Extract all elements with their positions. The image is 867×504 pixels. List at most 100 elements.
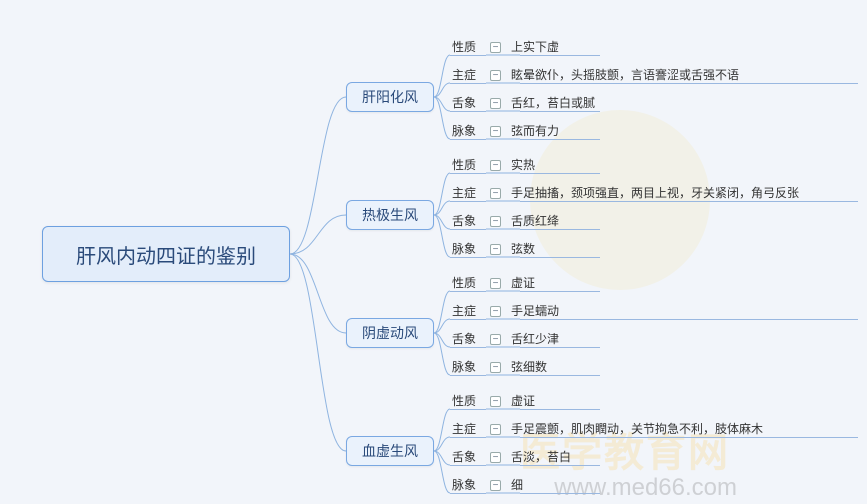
collapse-icon[interactable]: − <box>490 42 501 53</box>
underline <box>520 409 600 410</box>
underline <box>520 201 858 202</box>
collapse-icon[interactable]: − <box>490 362 501 373</box>
underline <box>520 493 600 494</box>
underline <box>450 55 486 56</box>
attr-key: 性质 <box>452 392 484 409</box>
collapse-icon[interactable]: − <box>490 70 501 81</box>
underline <box>520 257 600 258</box>
underline <box>450 465 486 466</box>
attr-value: 实热 <box>511 158 535 172</box>
branch-label: 阴虚动风 <box>362 323 418 343</box>
attr-key: 主症 <box>452 302 484 319</box>
watermark-url: www.med66.com <box>554 474 737 502</box>
attr-value: 弦数 <box>511 242 535 256</box>
collapse-icon[interactable]: − <box>490 216 501 227</box>
collapse-icon[interactable]: − <box>490 452 501 463</box>
attr-row: 脉象−弦数 <box>452 240 535 257</box>
underline <box>450 375 486 376</box>
underline <box>450 139 486 140</box>
underline <box>450 201 486 202</box>
attr-value: 舌淡，苔白 <box>511 450 571 464</box>
attr-value: 上实下虚 <box>511 40 559 54</box>
attr-key: 舌象 <box>452 448 484 465</box>
attr-value: 舌质红绛 <box>511 214 559 228</box>
branch-label: 血虚生风 <box>362 441 418 461</box>
attr-row: 主症−手足抽搐，颈项强直，两目上视，牙关紧闭，角弓反张 <box>452 184 799 201</box>
branch-node[interactable]: 热极生风 <box>346 200 434 230</box>
attr-row: 性质−上实下虚 <box>452 38 559 55</box>
underline <box>520 437 858 438</box>
underline <box>450 83 486 84</box>
attr-row: 脉象−弦而有力 <box>452 122 559 139</box>
underline <box>450 173 486 174</box>
collapse-icon[interactable]: − <box>490 98 501 109</box>
attr-value: 手足震颤，肌肉瞤动，关节拘急不利，肢体麻木 <box>511 422 763 436</box>
attr-key: 性质 <box>452 38 484 55</box>
underline <box>450 409 486 410</box>
attr-value: 眩晕欲仆，头摇肢颤，言语謇涩或舌强不语 <box>511 68 739 82</box>
attr-key: 舌象 <box>452 94 484 111</box>
branch-node[interactable]: 肝阳化风 <box>346 82 434 112</box>
collapse-icon[interactable]: − <box>490 244 501 255</box>
root-node[interactable]: 肝风内动四证的鉴别 <box>42 226 290 282</box>
attr-key: 舌象 <box>452 212 484 229</box>
branch-label: 肝阳化风 <box>362 87 418 107</box>
collapse-icon[interactable]: − <box>490 188 501 199</box>
underline <box>520 465 600 466</box>
attr-value: 虚证 <box>511 276 535 290</box>
attr-key: 性质 <box>452 274 484 291</box>
underline <box>450 229 486 230</box>
underline <box>450 111 486 112</box>
underline <box>520 319 858 320</box>
collapse-icon[interactable]: − <box>490 480 501 491</box>
attr-row: 主症−手足蠕动 <box>452 302 559 319</box>
attr-key: 脉象 <box>452 476 484 493</box>
attr-row: 主症−眩晕欲仆，头摇肢颤，言语謇涩或舌强不语 <box>452 66 739 83</box>
attr-row: 舌象−舌淡，苔白 <box>452 448 571 465</box>
attr-value: 手足抽搐，颈项强直，两目上视，牙关紧闭，角弓反张 <box>511 186 799 200</box>
attr-row: 舌象−舌红，苔白或腻 <box>452 94 595 111</box>
collapse-icon[interactable]: − <box>490 334 501 345</box>
collapse-icon[interactable]: − <box>490 306 501 317</box>
attr-key: 脉象 <box>452 358 484 375</box>
underline <box>520 173 600 174</box>
underline <box>520 83 858 84</box>
underline <box>450 493 486 494</box>
attr-row: 舌象−舌红少津 <box>452 330 559 347</box>
attr-row: 脉象−弦细数 <box>452 358 547 375</box>
attr-key: 性质 <box>452 156 484 173</box>
attr-value: 虚证 <box>511 394 535 408</box>
attr-key: 主症 <box>452 184 484 201</box>
attr-key: 主症 <box>452 420 484 437</box>
attr-row: 性质−实热 <box>452 156 535 173</box>
underline <box>520 375 600 376</box>
underline <box>520 55 600 56</box>
underline <box>520 291 600 292</box>
attr-value: 细 <box>511 478 523 492</box>
attr-key: 主症 <box>452 66 484 83</box>
branch-node[interactable]: 血虚生风 <box>346 436 434 466</box>
attr-row: 主症−手足震颤，肌肉瞤动，关节拘急不利，肢体麻木 <box>452 420 763 437</box>
root-label: 肝风内动四证的鉴别 <box>76 240 256 269</box>
underline <box>450 291 486 292</box>
attr-value: 弦细数 <box>511 360 547 374</box>
attr-value: 舌红，苔白或腻 <box>511 96 595 110</box>
branch-node[interactable]: 阴虚动风 <box>346 318 434 348</box>
branch-label: 热极生风 <box>362 205 418 225</box>
collapse-icon[interactable]: − <box>490 160 501 171</box>
underline <box>520 347 600 348</box>
underline <box>450 437 486 438</box>
collapse-icon[interactable]: − <box>490 278 501 289</box>
attr-row: 舌象−舌质红绛 <box>452 212 559 229</box>
collapse-icon[interactable]: − <box>490 424 501 435</box>
underline <box>520 111 600 112</box>
underline <box>450 319 486 320</box>
collapse-icon[interactable]: − <box>490 396 501 407</box>
underline <box>450 257 486 258</box>
attr-key: 脉象 <box>452 122 484 139</box>
collapse-icon[interactable]: − <box>490 126 501 137</box>
attr-key: 脉象 <box>452 240 484 257</box>
attr-value: 手足蠕动 <box>511 304 559 318</box>
attr-value: 弦而有力 <box>511 124 559 138</box>
attr-row: 性质−虚证 <box>452 392 535 409</box>
